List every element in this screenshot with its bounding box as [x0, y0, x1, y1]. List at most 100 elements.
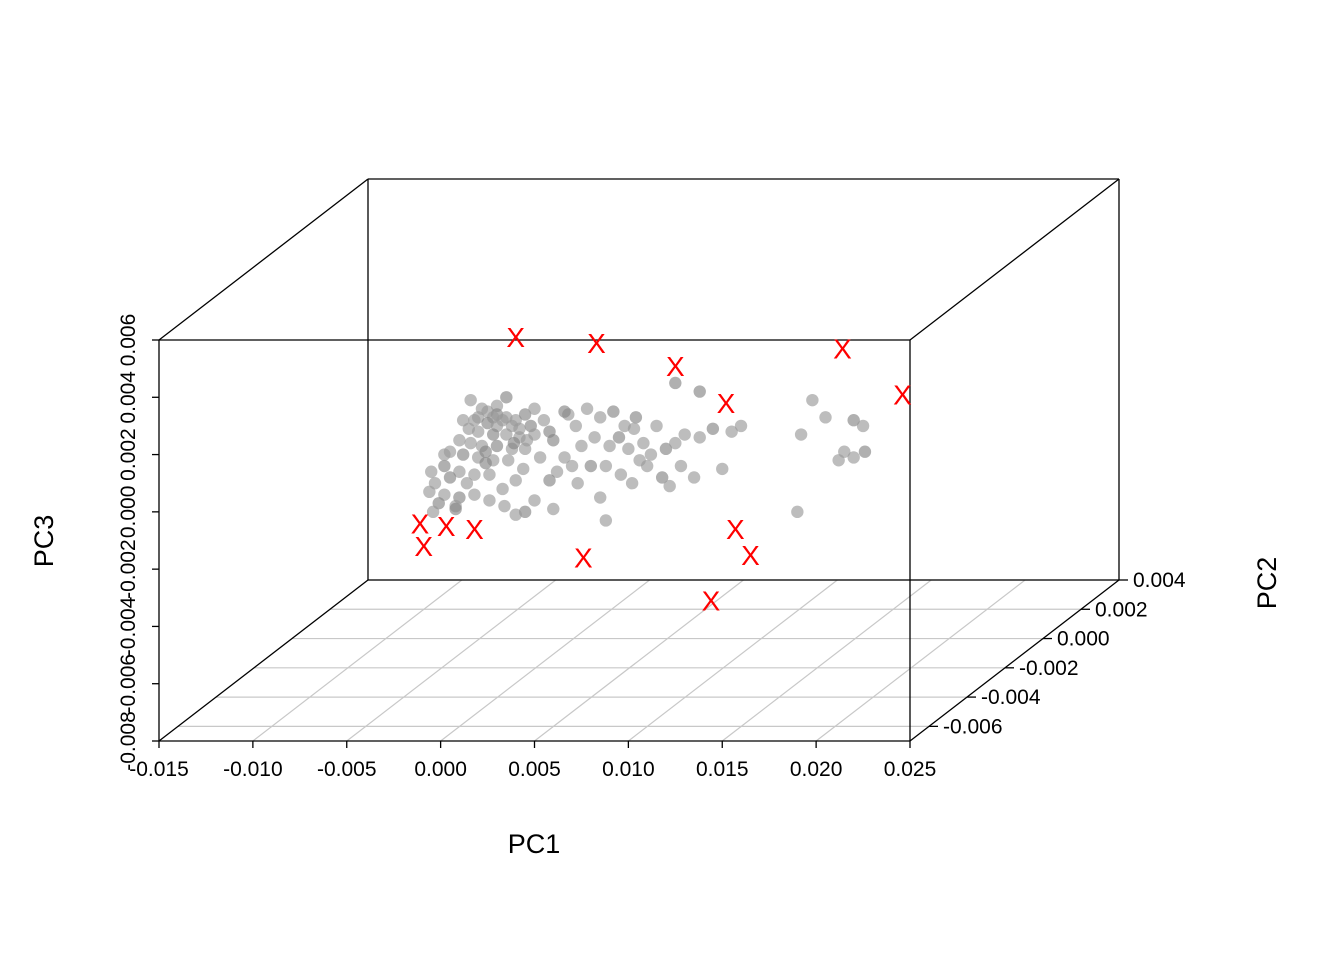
- x-tick-label: -0.015: [129, 758, 189, 781]
- grid-line-x: [252, 579, 463, 742]
- grid-line-x: [534, 579, 744, 742]
- gray-point: [569, 419, 583, 433]
- gray-point: [599, 459, 613, 473]
- gray-point: [725, 425, 738, 438]
- x-tick-label: 0.020: [790, 758, 843, 781]
- grid-line-x: [628, 579, 838, 742]
- gray-point: [856, 419, 870, 433]
- gray-point: [629, 411, 643, 424]
- gray-point: [438, 448, 451, 461]
- gray-point: [678, 428, 691, 441]
- gray-point: [580, 402, 594, 415]
- gray-point: [486, 428, 500, 441]
- gray-point: [520, 434, 534, 447]
- gray-point: [588, 431, 601, 444]
- gray-point: [838, 445, 851, 458]
- x-tick-label: 0.025: [884, 758, 937, 781]
- gray-point: [460, 477, 474, 490]
- gray-point: [612, 431, 626, 444]
- box-edge: [158, 579, 369, 742]
- gray-point: [625, 477, 639, 490]
- red-x-point: X: [702, 586, 721, 617]
- box-edge: [909, 579, 1120, 742]
- gray-point: [599, 514, 613, 527]
- gray-point: [644, 448, 658, 461]
- gray-point: [518, 505, 532, 519]
- gray-point: [513, 422, 526, 435]
- gray-point: [468, 468, 481, 481]
- gray-point: [481, 416, 494, 430]
- box-edge: [158, 178, 369, 341]
- red-x-point: X: [411, 508, 430, 539]
- gray-point: [496, 414, 509, 427]
- gray-point: [500, 428, 513, 441]
- z-tick-label: 0.000: [117, 486, 140, 539]
- grid-line-x: [440, 579, 650, 742]
- gray-point: [706, 422, 720, 435]
- gray-point: [507, 436, 521, 450]
- gray-point: [663, 479, 676, 493]
- gray-point: [558, 451, 571, 464]
- gray-point: [687, 471, 701, 484]
- y-tick-label: -0.004: [981, 686, 1041, 709]
- gray-point: [637, 436, 650, 450]
- gray-point: [453, 434, 466, 447]
- gray-point: [509, 474, 522, 487]
- gray-point: [456, 414, 470, 427]
- gray-point: [603, 439, 616, 453]
- gray-point: [443, 471, 457, 484]
- y-tick-label: -0.002: [1019, 657, 1079, 680]
- gray-point: [806, 393, 819, 407]
- z-tick-label: -0.004: [117, 596, 140, 656]
- gray-point: [543, 474, 556, 487]
- gray-point: [659, 442, 673, 456]
- gray-point: [650, 419, 663, 433]
- z-tick-label: -0.002: [117, 539, 140, 599]
- y-tick-label: 0.004: [1133, 569, 1186, 592]
- gray-point: [622, 442, 635, 456]
- gray-point: [426, 505, 440, 519]
- gray-point: [498, 499, 511, 513]
- red-x-point: X: [741, 540, 760, 571]
- gray-point: [483, 468, 496, 481]
- y-tick-label: 0.002: [1095, 598, 1148, 621]
- gray-point: [633, 454, 646, 467]
- red-x-point: X: [414, 531, 433, 562]
- gray-point: [550, 465, 564, 478]
- z-tick-label: 0.006: [117, 314, 140, 367]
- y-axis: -0.006 -0.004 -0.002 0.000 0.002 0.004: [929, 569, 1186, 738]
- gray-point: [558, 405, 571, 418]
- gray-point: [565, 459, 579, 473]
- gray-point: [693, 431, 706, 444]
- gray-point: [423, 485, 436, 499]
- gray-point: [518, 408, 532, 421]
- gray-point: [533, 451, 547, 464]
- gray-point: [575, 439, 588, 453]
- x-tick-label: -0.005: [317, 758, 377, 781]
- gray-point: [547, 434, 560, 447]
- gray-point: [669, 376, 682, 390]
- gray-point: [456, 448, 470, 461]
- y-tick-label: 0.000: [1057, 628, 1110, 651]
- gray-point: [490, 399, 504, 413]
- x-axis-title: PC1: [508, 829, 561, 859]
- gray-point: [547, 502, 560, 516]
- red-x-point: X: [437, 511, 456, 542]
- gray-point: [794, 428, 808, 441]
- gray-point: [517, 462, 530, 476]
- red-x-point: X: [574, 543, 593, 574]
- gray-point: [438, 459, 451, 473]
- z-tick-label: 0.004: [117, 371, 140, 424]
- gray-point: [449, 502, 462, 516]
- red-x-point: X: [465, 514, 484, 545]
- red-x-point: X: [893, 379, 912, 410]
- gray-point: [594, 411, 607, 424]
- x-tick-label: 0.010: [602, 758, 655, 781]
- gray-point: [509, 508, 522, 521]
- gray-point: [594, 491, 607, 504]
- z-axis-title: PC3: [29, 515, 59, 568]
- gray-point: [464, 436, 477, 450]
